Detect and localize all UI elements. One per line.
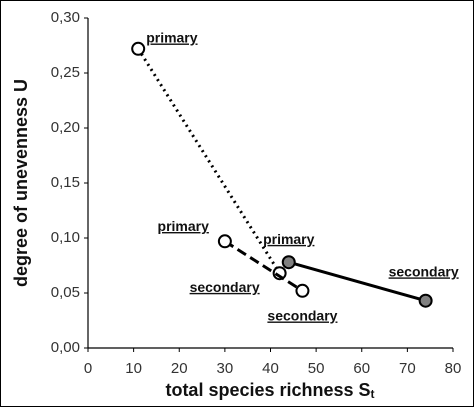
x-tick-label: 10 <box>125 360 142 377</box>
y-tick-label: 0,30 <box>51 9 80 26</box>
x-tick-label: 70 <box>399 360 416 377</box>
y-tick-label: 0,15 <box>51 174 80 191</box>
x-label-main: total species richness S <box>165 380 370 400</box>
x-axis-label: total species richness St <box>165 380 374 401</box>
point-label: secondary <box>190 279 260 295</box>
point-label: primary <box>146 30 198 46</box>
point-label: primary <box>263 231 315 247</box>
x-tick-label: 50 <box>308 360 325 377</box>
y-tick-label: 0,20 <box>51 119 80 136</box>
y-tick-label: 0,05 <box>51 284 80 301</box>
data-point <box>272 266 287 281</box>
y-tick-label: 0,00 <box>51 339 80 356</box>
series-line <box>136 48 281 274</box>
x-tick-label: 30 <box>217 360 234 377</box>
point-label: secondary <box>389 263 459 279</box>
x-tick-label: 20 <box>171 360 188 377</box>
y-tick-label: 0,25 <box>51 64 80 81</box>
x-label-subscript: t <box>371 387 375 401</box>
x-tick-label: 0 <box>84 360 92 377</box>
data-point <box>418 293 433 308</box>
data-point <box>281 255 296 270</box>
point-label: primary <box>158 218 210 234</box>
x-tick-label: 60 <box>353 360 370 377</box>
series-line <box>224 240 304 293</box>
x-tick-label: 40 <box>262 360 279 377</box>
y-axis-label: degree of unevenness U <box>11 79 31 287</box>
point-label: secondary <box>267 308 337 324</box>
x-tick-label: 80 <box>445 360 462 377</box>
y-tick-label: 0,10 <box>51 229 80 246</box>
data-point <box>295 283 310 298</box>
data-point <box>217 234 232 249</box>
data-point <box>131 41 146 56</box>
series-line <box>288 260 427 303</box>
